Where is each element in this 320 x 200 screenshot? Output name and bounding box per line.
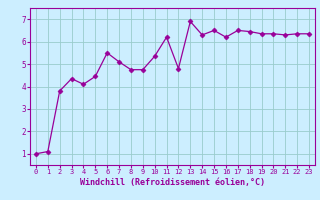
X-axis label: Windchill (Refroidissement éolien,°C): Windchill (Refroidissement éolien,°C): [80, 178, 265, 187]
